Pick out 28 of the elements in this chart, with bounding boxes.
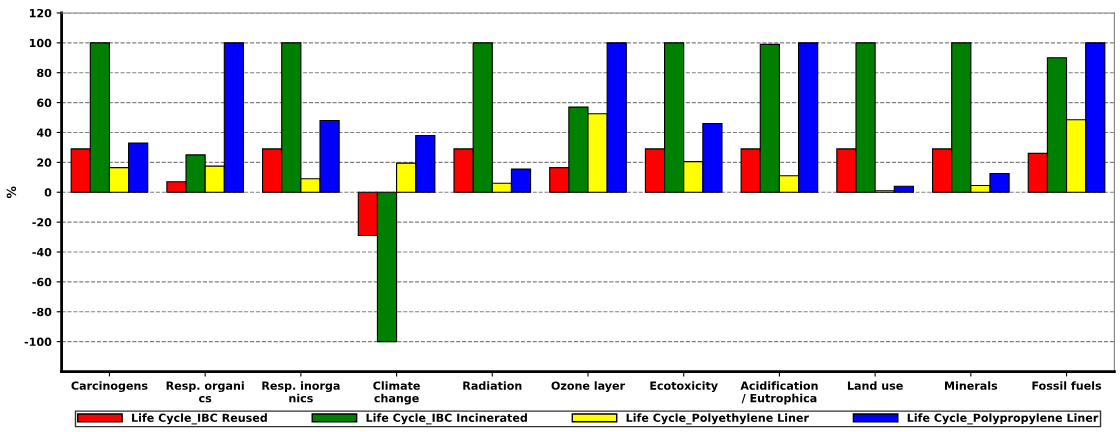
y-tick-label: 0: [44, 188, 52, 197]
y-tick-label: -20: [32, 218, 52, 227]
x-tick-label: Fossil fuels: [1032, 381, 1102, 390]
x-tick-label: Ecotoxicity: [650, 381, 718, 393]
y-tick-label: -60: [32, 277, 52, 287]
y-tick-label: 80: [37, 68, 52, 78]
x-tick-label: Resp. inorga nics: [262, 381, 340, 403]
y-tick-label: 40: [36, 128, 52, 137]
y-tick-label: -100: [24, 337, 52, 347]
y-tick-label: 60: [37, 98, 52, 107]
x-tick-label: Resp. organi cs: [166, 381, 244, 403]
y-tick-label: -40: [32, 247, 52, 257]
y-tick-label: 100: [29, 38, 52, 48]
x-tick-label: Ozone layer: [551, 381, 626, 393]
legend-label: Life Cycle_IBC Reused: [132, 413, 267, 425]
x-tick-label: Climate change: [373, 381, 420, 405]
y-tick-label: 120: [29, 8, 52, 18]
legend-label: Life Cycle_Polypropylene Liner: [907, 413, 1099, 425]
x-tick-label: Minerals: [945, 381, 998, 390]
y-tick-label: -80: [32, 307, 52, 317]
x-tick-label: Radiation: [463, 381, 522, 390]
x-tick-label: Acidification / Eutrophica: [740, 381, 818, 405]
legend-label: Life Cycle_IBC Incinerated: [366, 413, 527, 425]
x-tick-label: Carcinogens: [71, 381, 148, 393]
y-axis-title: %: [6, 186, 17, 199]
y-tick-label: 20: [37, 158, 52, 167]
x-tick-label: Land use: [847, 381, 903, 390]
legend-label: Life Cycle_Polyethylene Liner: [626, 413, 809, 425]
